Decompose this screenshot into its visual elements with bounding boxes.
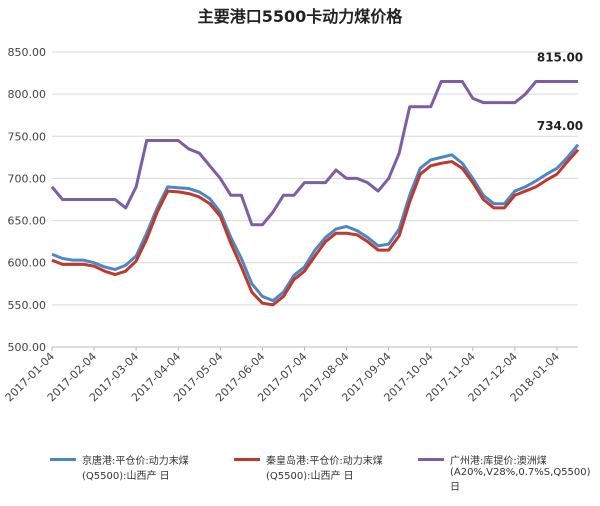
legend-swatch xyxy=(418,458,444,461)
y-tick-label: 800.00 xyxy=(8,88,47,101)
legend-label: 京唐港:平仓价:动力末煤(Q5500):山西产 日 xyxy=(82,456,189,482)
legend-item: 秦皇岛港:平仓价:动力末煤(Q5500):山西产 日 xyxy=(234,452,404,493)
chart-title: 主要港口5500卡动力煤价格 xyxy=(198,7,404,26)
legend-item: 京唐港:平仓价:动力末煤(Q5500):山西产 日 xyxy=(50,452,220,493)
y-tick-label: 550.00 xyxy=(8,299,47,312)
y-tick-label: 700.00 xyxy=(8,172,47,185)
y-tick-label: 650.00 xyxy=(8,215,47,228)
y-tick-label: 600.00 xyxy=(8,257,47,270)
data-label: 815.00 xyxy=(537,51,583,65)
series-line xyxy=(51,148,580,307)
series-line xyxy=(51,143,580,303)
series-line xyxy=(50,80,578,227)
y-tick-label: 850.00 xyxy=(8,46,47,59)
data-label: 734.00 xyxy=(537,119,583,133)
legend: 京唐港:平仓价:动力末煤(Q5500):山西产 日 秦皇岛港:平仓价:动力末煤(Q… xyxy=(50,452,591,493)
legend-swatch xyxy=(234,458,260,461)
y-tick-label: 750.00 xyxy=(8,130,47,143)
chart: 主要港口5500卡动力煤价格 500.00 550.00 600.00 650.00 7… xyxy=(3,7,583,404)
legend-label: 广州港:库提价:澳洲煤(A20%,V28%,0.7%S,Q5500) 日 xyxy=(450,456,591,493)
legend-swatch xyxy=(50,458,76,461)
legend-item: 广州港:库提价:澳洲煤(A20%,V28%,0.7%S,Q5500) 日 xyxy=(418,452,591,493)
y-tick-label: 500.00 xyxy=(8,341,47,354)
legend-label: 秦皇岛港:平仓价:动力末煤(Q5500):山西产 日 xyxy=(266,456,383,482)
